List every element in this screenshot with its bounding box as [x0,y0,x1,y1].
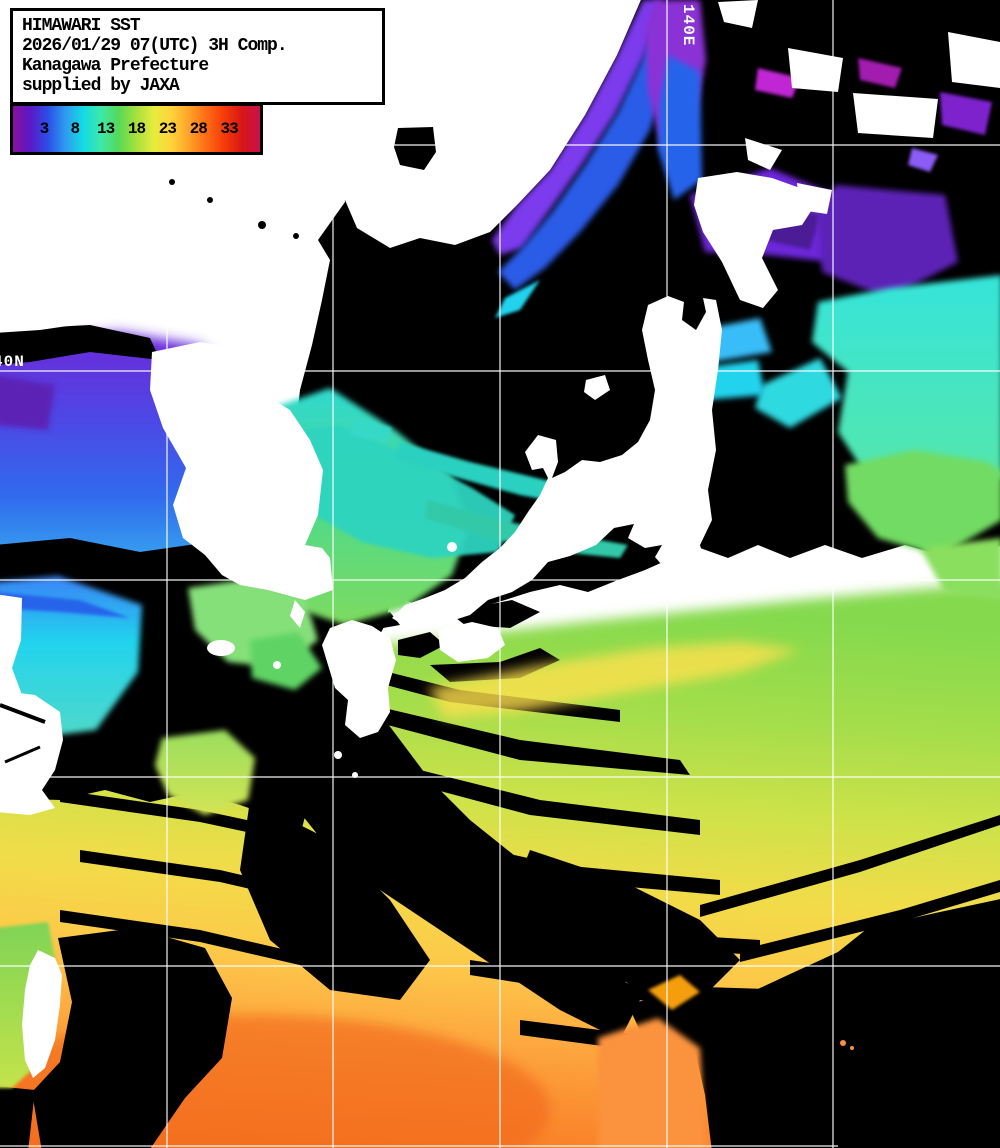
credit-line: supplied by JAXA [22,76,180,96]
longitude-label: 140E [679,4,697,46]
land-island [334,751,342,759]
colorbar-tick: 13 [97,120,115,138]
region-line: Kanagawa Prefecture [22,56,209,76]
land-north-patch [745,138,782,170]
latitude-label: 40N [0,353,25,371]
colorbar-tick: 33 [220,120,239,138]
colorbar-tick: 3 [39,120,50,138]
land-hokkaido [694,172,815,308]
land-island [273,661,281,669]
land-north-patch [718,0,758,28]
land-sado [584,375,610,400]
lake-khanka [394,127,436,170]
land-north-patch [853,93,938,138]
land-jeju [207,640,235,656]
colorbar-tick: 28 [189,120,208,138]
colorbar-tick: 8 [70,120,80,138]
land-detail-layer [0,127,436,764]
land-shikoku [438,622,505,662]
land-china-coast [0,690,63,815]
land-taiwan [22,950,62,1078]
land-china-coast [0,594,22,698]
land-island [447,542,457,552]
land-north-patch [948,32,1000,88]
colorbar-tick: 18 [127,120,146,138]
title-box: HIMAWARI SST 2026/01/29 07(UTC) 3H Comp.… [10,8,385,105]
land-korea [150,342,333,600]
datetime-line: 2026/01/29 07(UTC) 3H Comp. [22,36,288,56]
colorbar-tick: 23 [158,120,177,138]
land-north-patch [788,48,843,92]
product-title: HIMAWARI SST [22,16,141,36]
land-honshu [392,296,722,628]
land-layer [0,0,1000,1078]
land-tsushima [290,600,305,628]
temperature-colorbar: 3 8 13 18 23 28 33 [10,103,263,155]
land-kyushu [322,620,396,738]
land-hokkaido [797,183,832,214]
